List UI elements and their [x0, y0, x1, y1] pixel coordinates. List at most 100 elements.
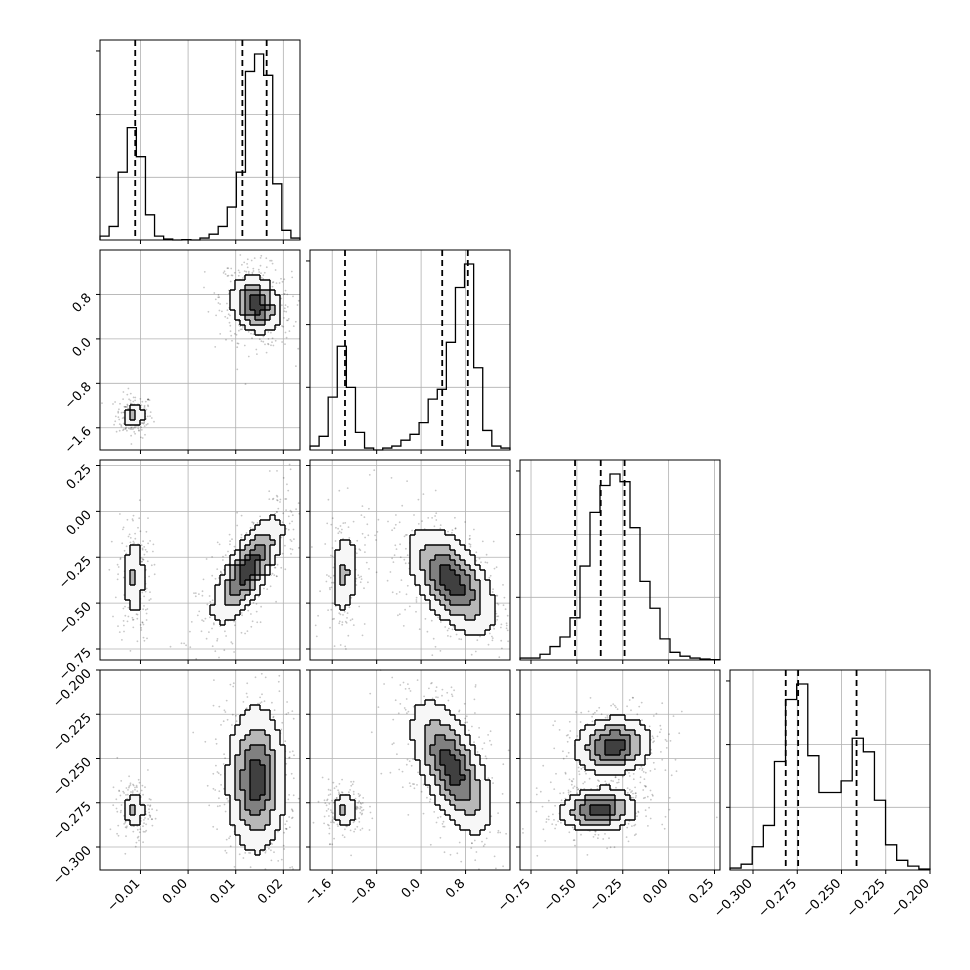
scatter-point [325, 810, 328, 812]
density-cell [235, 815, 241, 821]
scatter-point [627, 840, 630, 843]
density-cell [270, 830, 276, 836]
density-cell [275, 795, 281, 801]
density-cell [250, 285, 256, 291]
density-cell [265, 815, 271, 821]
density-cell [265, 285, 271, 291]
density-cell [270, 310, 276, 316]
scatter-point [208, 595, 211, 597]
density-cell [260, 525, 266, 531]
scatter-point [233, 620, 236, 623]
scatter-point [535, 787, 538, 789]
scatter-point [119, 558, 122, 561]
density-cell [230, 560, 236, 566]
scatter-point [142, 636, 145, 639]
density-cell [340, 565, 346, 571]
density-cell [450, 620, 456, 626]
scatter-point [267, 331, 270, 333]
density-cell [410, 555, 416, 561]
scatter-point [223, 753, 226, 756]
density-cell [455, 740, 461, 746]
density-cell [265, 750, 271, 756]
scatter-point [244, 632, 247, 635]
density-cell [350, 815, 356, 821]
density-cell [350, 800, 356, 806]
density-cell [245, 730, 251, 736]
scatter-point [120, 809, 122, 812]
scatter-point [652, 737, 655, 740]
density-cell [270, 320, 276, 326]
density-cell [230, 570, 236, 576]
density-cell [230, 775, 236, 781]
scatter-point [189, 630, 191, 633]
scatter-point [216, 568, 219, 570]
scatter-point [614, 776, 617, 779]
scatter-point [355, 808, 358, 811]
scatter-point [449, 635, 452, 638]
density-cell [265, 520, 271, 526]
scatter-point [278, 674, 281, 677]
scatter-point [430, 619, 433, 622]
scatter-point [212, 825, 215, 828]
density-cell [465, 590, 471, 596]
scatter-point [321, 776, 324, 779]
density-cell [135, 590, 141, 596]
scatter-point [567, 751, 570, 754]
scatter-point [443, 851, 446, 854]
density-cell [420, 755, 426, 761]
scatter-point [487, 734, 489, 736]
scatter-point [131, 518, 134, 520]
density-cell [130, 565, 136, 571]
scatter-point [574, 844, 576, 847]
density-cell [270, 760, 276, 766]
scatter-point [114, 596, 117, 599]
scatter-point [431, 697, 434, 700]
density-cell [230, 585, 236, 591]
density-cell [235, 750, 241, 756]
scatter-point [288, 816, 291, 818]
scatter-point [421, 520, 423, 522]
scatter-point [417, 498, 420, 501]
density-cell [130, 420, 136, 426]
scatter-point [637, 811, 640, 814]
density-cell [435, 780, 441, 786]
scatter-point [242, 326, 244, 328]
scatter-point [632, 778, 635, 781]
scatter-point [118, 790, 121, 792]
density-cell [225, 565, 231, 571]
density-cell [130, 405, 136, 411]
density-cell [140, 415, 146, 421]
scatter-point [580, 767, 583, 770]
density-cell [415, 580, 421, 586]
scatter-point [255, 610, 258, 613]
density-cell [480, 620, 486, 626]
scatter-point [124, 427, 127, 430]
scatter-point [331, 799, 333, 802]
scatter-point [349, 829, 352, 832]
density-cell [230, 595, 236, 601]
scatter-point [218, 296, 221, 299]
scatter-point [268, 498, 271, 500]
density-cell [250, 530, 256, 536]
density-cell [225, 575, 231, 581]
density-cell [245, 325, 251, 331]
density-cell [240, 540, 246, 546]
density-cell [415, 735, 421, 741]
density-cell [480, 775, 486, 781]
scatter-point [120, 425, 123, 428]
scatter-point [247, 330, 250, 333]
density-cell [245, 560, 251, 566]
density-cell [340, 540, 346, 546]
density-cell [265, 770, 271, 776]
scatter-point [153, 563, 156, 566]
scatter-point [147, 769, 149, 771]
scatter-point [395, 548, 398, 550]
scatter-point [474, 684, 477, 686]
density-cell [425, 545, 431, 551]
scatter-point [460, 860, 463, 863]
density-cell [470, 805, 476, 811]
density-cell [460, 780, 466, 786]
density-cell [260, 835, 266, 841]
density-cell [465, 810, 471, 816]
density-cell [235, 825, 241, 831]
